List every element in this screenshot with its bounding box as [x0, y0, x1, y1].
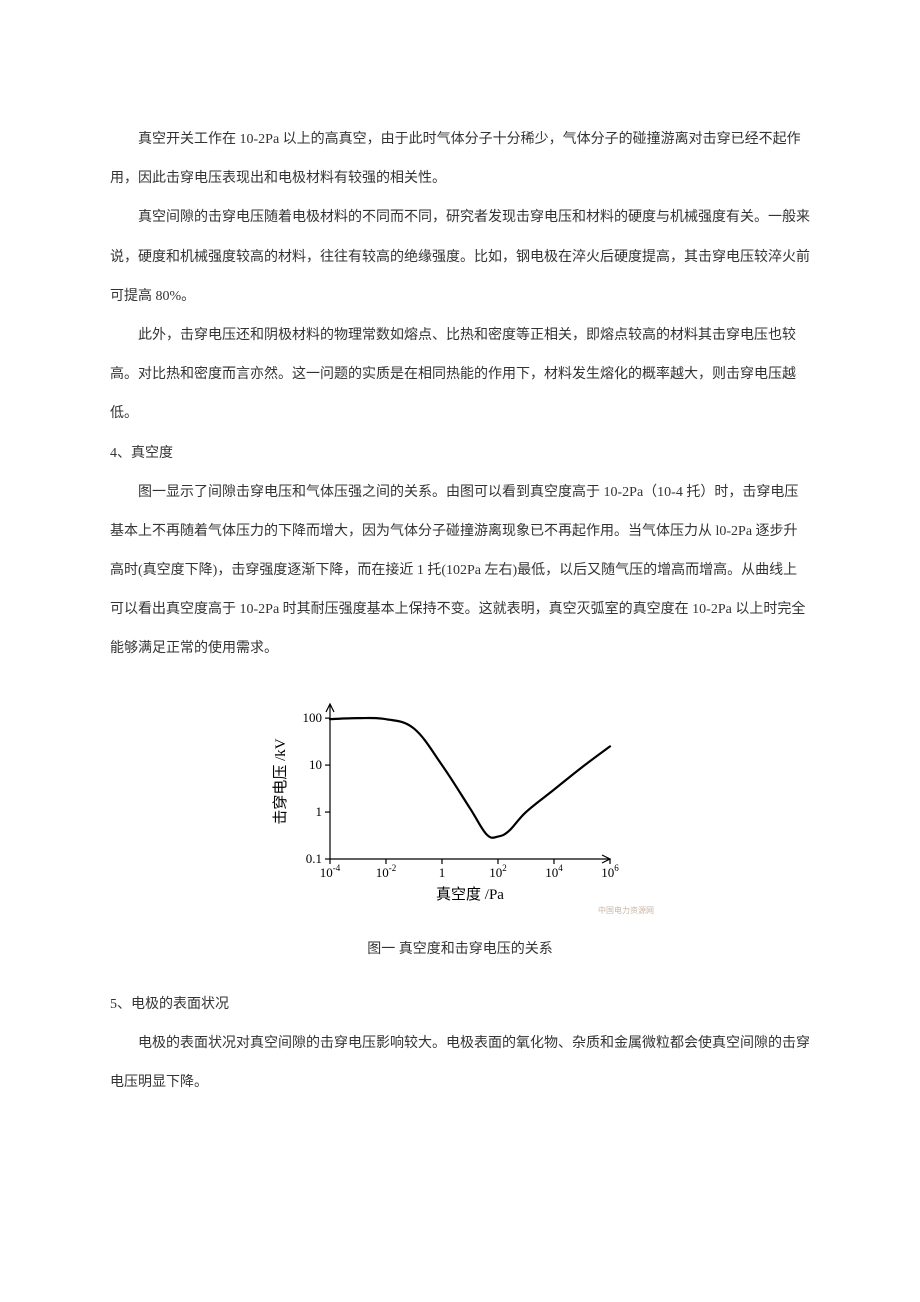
svg-text:真空度 /Pa: 真空度 /Pa: [436, 885, 504, 903]
svg-text:102: 102: [489, 863, 507, 880]
paragraph-4: 图一显示了间隙击穿电压和气体压强之间的关系。由图可以看到真空度高于 10-2Pa…: [110, 473, 810, 669]
svg-text:1: 1: [316, 804, 323, 819]
paragraph-3: 此外，击穿电压还和阴极材料的物理常数如熔点、比热和密度等正相关，即熔点较高的材料…: [110, 316, 810, 434]
svg-text:104: 104: [545, 863, 563, 880]
svg-text:1: 1: [439, 865, 446, 880]
chart-vacuum-breakdown: 0.1 1 10 100 10-4 10-2 1 102 104 106 真空度 /Pa 击穿电压 /…: [260, 689, 660, 919]
svg-text:100: 100: [303, 710, 323, 725]
paragraph-1: 真空开关工作在 10-2Pa 以上的高真空，由于此时气体分子十分稀少，气体分子的…: [110, 120, 810, 198]
figure-1-caption: 图一 真空度和击穿电压的关系: [110, 939, 810, 961]
svg-text:10-2: 10-2: [376, 863, 397, 880]
heading-5: 5、电极的表面状况: [110, 985, 810, 1024]
svg-text:10-4: 10-4: [320, 863, 341, 880]
paragraph-2: 真空间隙的击穿电压随着电极材料的不同而不同，研究者发现击穿电压和材料的硬度与机械…: [110, 198, 810, 316]
svg-text:中国电力资源网: 中国电力资源网: [598, 905, 654, 915]
heading-4: 4、真空度: [110, 434, 810, 473]
svg-text:0.1: 0.1: [306, 851, 322, 866]
svg-text:106: 106: [601, 863, 619, 880]
paragraph-5: 电极的表面状况对真空间隙的击穿电压影响较大。电极表面的氧化物、杂质和金属微粒都会…: [110, 1024, 810, 1102]
svg-text:10: 10: [309, 757, 322, 772]
figure-1: 0.1 1 10 100 10-4 10-2 1 102 104 106 真空度 /Pa 击穿电压 /…: [110, 689, 810, 923]
svg-text:击穿电压 /kV: 击穿电压 /kV: [272, 738, 289, 824]
